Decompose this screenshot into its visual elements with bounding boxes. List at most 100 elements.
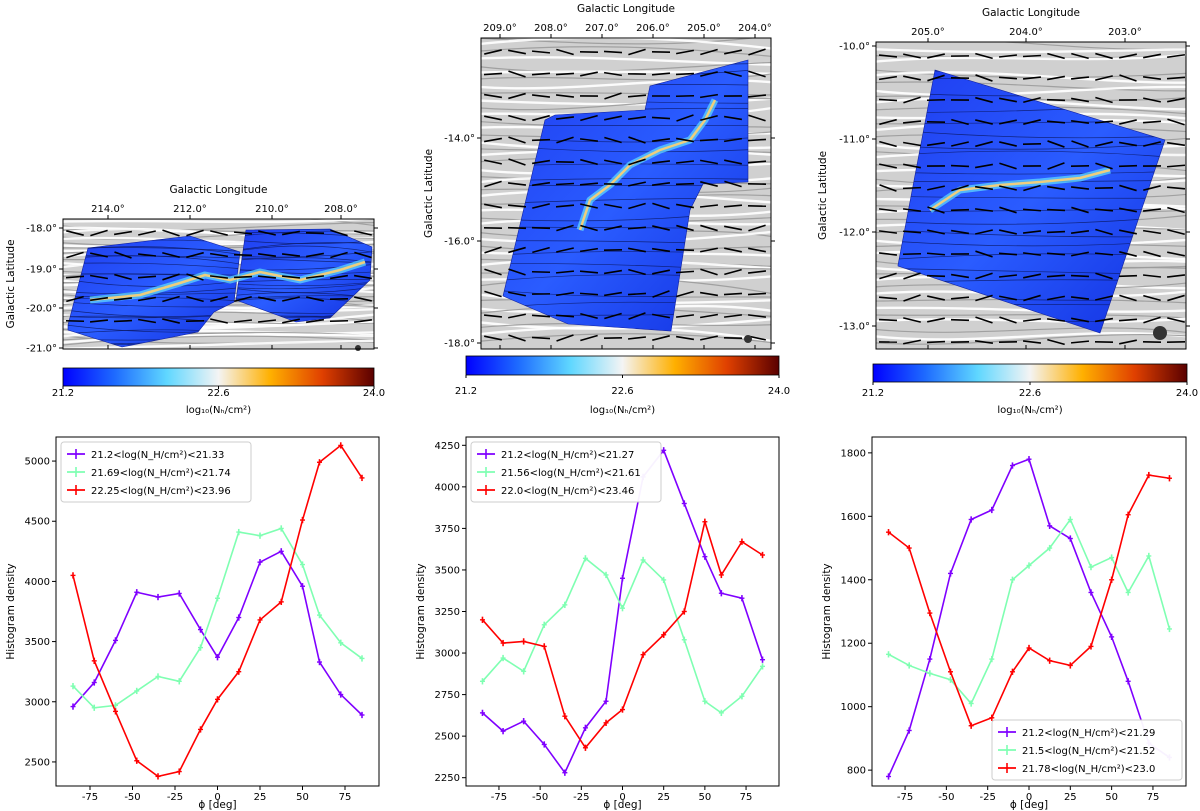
series-2 — [70, 442, 365, 780]
map-frame — [480, 37, 772, 350]
polarization-vector — [975, 229, 993, 235]
polarization-vector — [1167, 317, 1185, 323]
polarization-vector — [1118, 274, 1138, 278]
polarization-vector — [531, 314, 551, 318]
polarization-vector — [628, 268, 646, 276]
polarization-vector — [903, 294, 921, 302]
streamline — [481, 348, 487, 349]
polarization-vector — [724, 180, 742, 188]
polarization-vector — [210, 230, 228, 236]
polarization-vector — [555, 270, 575, 274]
polarization-vector — [700, 247, 718, 253]
streamline — [876, 333, 1186, 345]
polarization-vector — [999, 206, 1017, 214]
polarization-vector — [747, 160, 767, 164]
map-streamline — [236, 250, 372, 258]
y-tick-label: 2750 — [435, 690, 460, 701]
polarization-vector — [699, 138, 719, 142]
polarization-vector — [113, 230, 133, 236]
streamline — [876, 348, 881, 349]
x-tick-label: 210.0° — [255, 204, 289, 215]
polarization-vector — [1095, 228, 1113, 236]
x-tick-label: 207.0° — [585, 23, 619, 34]
map-streamline — [898, 129, 1165, 139]
column-density-map — [502, 59, 749, 332]
map-frame — [62, 218, 375, 350]
polarization-vector — [724, 159, 742, 165]
polarization-vector — [1022, 76, 1042, 80]
colorbar — [62, 367, 375, 387]
y-tick-label: -10.0° — [839, 42, 870, 53]
polarization-vector — [305, 252, 325, 258]
polarization-vector — [724, 225, 742, 231]
polarization-vector — [1142, 120, 1162, 124]
polarization-vector — [999, 229, 1017, 235]
x-axis-label: ϕ [deg] — [198, 799, 236, 811]
polarization-vector — [579, 247, 599, 253]
polarization-vector — [484, 203, 502, 209]
y-tick-label: 3250 — [435, 607, 460, 618]
polarization-vector — [507, 182, 527, 186]
y-tick-label: -19.0° — [26, 265, 57, 276]
polarization-vector — [903, 163, 921, 169]
polarization-vector — [1094, 252, 1114, 256]
polarization-vector — [137, 275, 157, 279]
polarization-vector — [604, 312, 622, 320]
polarization-vector — [354, 251, 372, 259]
polarization-vector — [628, 181, 646, 187]
polarization-vector — [1046, 75, 1066, 81]
polarization-vector — [651, 160, 671, 164]
y-tick-label: 3000 — [435, 649, 460, 660]
polarization-vector — [998, 54, 1018, 58]
colorbar — [872, 363, 1188, 383]
polarization-vector — [508, 92, 526, 100]
streamline — [876, 53, 1186, 63]
polarization-vector — [556, 224, 574, 232]
y-tick-label: 1600 — [841, 512, 866, 523]
polarization-vector — [724, 70, 742, 78]
polarization-vector — [628, 48, 646, 56]
polarization-vector — [974, 163, 994, 169]
polarization-vector — [1022, 230, 1042, 234]
polarization-vector — [162, 229, 180, 237]
polarization-vector — [999, 316, 1017, 324]
polarization-vector — [1023, 184, 1041, 192]
legend-box — [991, 719, 1183, 781]
polarization-vector — [162, 273, 180, 281]
streamline — [876, 85, 1186, 97]
polarization-vector — [652, 335, 670, 341]
column-density-map — [897, 69, 1166, 334]
polarization-vector — [879, 163, 897, 169]
polarization-vector — [556, 136, 574, 144]
map-streamline — [898, 171, 1165, 175]
polarization-vector — [999, 141, 1017, 147]
polarization-vector — [580, 114, 598, 122]
streamline — [876, 48, 1186, 54]
x-tick-label: 50 — [1105, 792, 1118, 803]
legend-label: 22.0<log(N_H/cm²)<23.46 — [501, 486, 634, 497]
polarization-vector — [532, 114, 550, 122]
map-panel-top-left: 214.0° 212.0° 210.0° 208.0° Galactic Longitu… — [5, 184, 385, 416]
polarization-vector — [748, 48, 766, 56]
polarization-vector — [675, 248, 695, 252]
polarization-vector — [999, 97, 1017, 103]
polarization-vector — [508, 114, 526, 122]
x-tick-label: 206.0° — [636, 23, 670, 34]
polarization-vector — [1046, 185, 1066, 191]
filament-core — [89, 260, 366, 302]
polarization-vector — [1070, 97, 1090, 103]
y-tick-label: -18.0° — [444, 339, 475, 350]
polarization-vector — [975, 294, 993, 302]
series-0 — [70, 548, 365, 719]
polarization-vector — [879, 140, 897, 148]
polarization-vector — [556, 334, 574, 342]
streamline — [876, 71, 1186, 84]
polarization-vector — [878, 75, 898, 81]
streamline — [63, 219, 374, 224]
legend-label: 21.2<log(N_H/cm²)<21.33 — [91, 450, 224, 461]
x-axis-label: ϕ [deg] — [1010, 799, 1048, 811]
y-tick-label: 4250 — [435, 441, 460, 452]
x-tick-label: 25 — [1064, 792, 1077, 803]
colorbar-tick-label: 24.0 — [1176, 388, 1198, 399]
polarization-vector — [305, 275, 325, 279]
